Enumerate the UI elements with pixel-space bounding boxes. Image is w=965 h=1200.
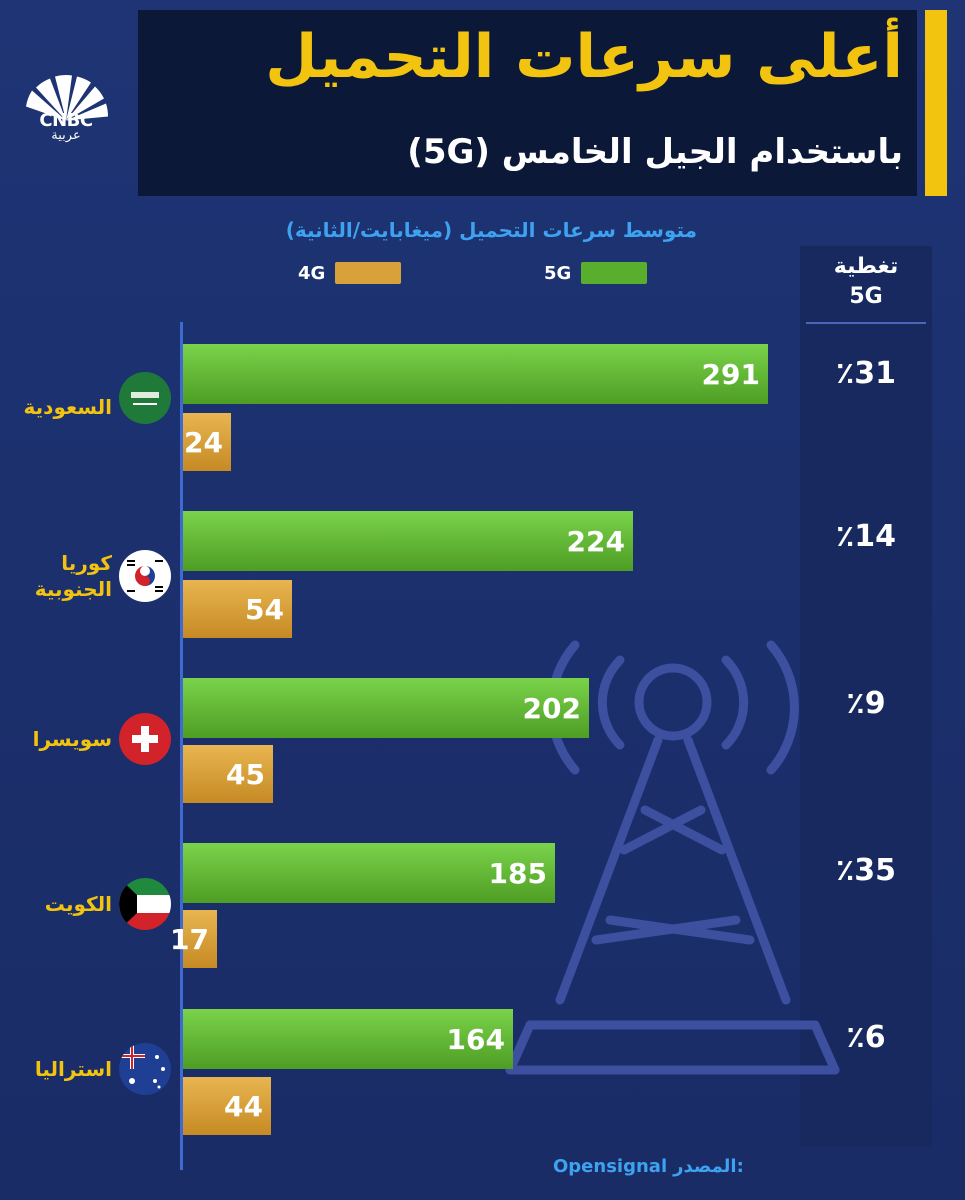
legend-5g-label: 5G: [544, 262, 572, 284]
title-panel: [138, 10, 917, 196]
coverage-header-line2: 5G: [849, 284, 883, 309]
bar-value-label: 185: [488, 856, 547, 890]
bar-value-label: 24: [184, 425, 223, 459]
logo-wordmark: CNBC: [39, 110, 93, 131]
bar-4g-switzerland: 45: [183, 745, 273, 803]
flag-saudi-arabia-icon: [119, 372, 171, 424]
source-value: Opensignal: [553, 1156, 668, 1177]
country-label-australia: استراليا: [34, 1057, 112, 1081]
bar-4g-korea: 54: [183, 580, 292, 638]
coverage-value-switzerland: ٪9: [846, 686, 886, 721]
coverage-value-kuwait: ٪35: [835, 853, 897, 888]
bar-value-label: 164: [446, 1022, 505, 1056]
chart-subtitle: باستخدام الجيل الخامس (5G): [407, 132, 903, 172]
chart-title: أعلى سرعات التحميل: [265, 22, 903, 92]
bar-5g-kuwait: 185: [183, 843, 555, 903]
coverage-column: [800, 246, 932, 1146]
coverage-header-line1: تغطية: [833, 254, 899, 279]
legend-4g: 4G: [298, 262, 402, 284]
flag-australia-icon: [119, 1043, 171, 1095]
bar-4g-saudi: 24: [183, 413, 231, 471]
coverage-header: تغطية 5G: [800, 252, 932, 312]
legend-4g-label: 4G: [298, 262, 326, 284]
bar-value-label: 45: [226, 757, 265, 791]
flag-south-korea-icon: [119, 550, 171, 602]
source-note: Opensignal المصدر:: [553, 1156, 744, 1177]
source-label: المصدر:: [673, 1156, 744, 1177]
axis-title: متوسط سرعات التحميل (ميغابايت/الثانية): [285, 218, 697, 242]
coverage-divider: [806, 322, 926, 324]
coverage-value-saudi: ٪31: [835, 356, 897, 391]
coverage-value-australia: ٪6: [846, 1020, 886, 1055]
cnbc-peacock-logo: [26, 75, 109, 121]
bar-value-label: 17: [170, 922, 209, 956]
bar-value-label: 291: [701, 357, 760, 391]
bar-value-label: 54: [245, 592, 284, 626]
flag-kuwait-icon: [119, 878, 171, 930]
country-label-switzerland: سويسرا: [32, 727, 112, 751]
bar-4g-kuwait: 17: [170, 910, 217, 968]
y-axis-line: [180, 322, 183, 1170]
bar-5g-korea: 224: [183, 511, 633, 571]
legend-5g: 5G: [544, 262, 648, 284]
legend-5g-swatch: [581, 262, 648, 284]
country-label-kuwait: الكويت: [44, 892, 112, 916]
country-label-saudi: السعودية: [23, 395, 112, 419]
bar-value-label: 44: [224, 1089, 263, 1123]
coverage-value-korea: ٪14: [835, 519, 897, 554]
flag-switzerland-icon: [119, 713, 171, 765]
title-accent-stripe: [925, 10, 947, 196]
bar-value-label: 202: [522, 691, 581, 725]
tower-icon: [505, 640, 840, 1075]
logo-subtext: عربية: [51, 128, 81, 143]
legend-4g-swatch: [335, 262, 402, 284]
bar-5g-saudi: 291: [183, 344, 768, 404]
bar-4g-australia: 44: [183, 1077, 271, 1135]
country-label-korea: كوريا الجنوبية: [34, 551, 112, 601]
bar-value-label: 224: [566, 524, 625, 558]
bar-5g-switzerland: 202: [183, 678, 589, 738]
bar-5g-australia: 164: [183, 1009, 513, 1069]
